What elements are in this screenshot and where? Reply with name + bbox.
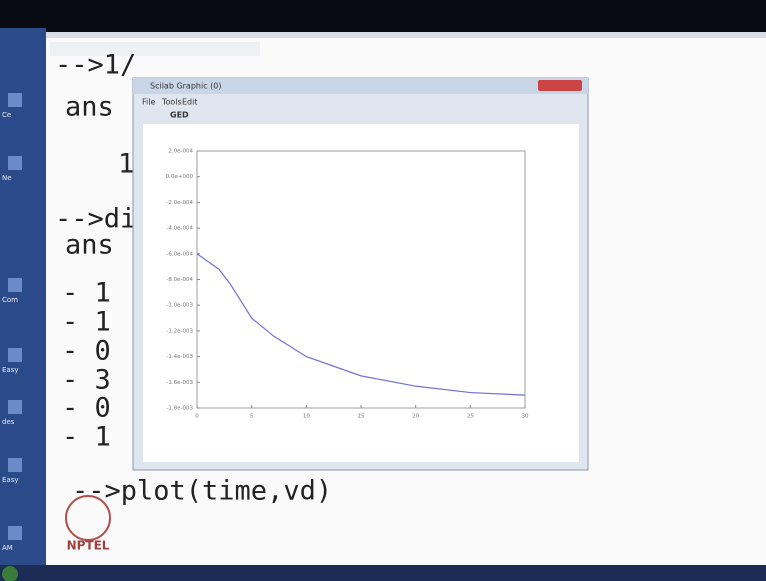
- console-line: 1: [118, 149, 134, 180]
- y-tick-label: -1.2e-003: [166, 328, 193, 334]
- y-tick-label: -4.0e-004: [166, 226, 193, 232]
- y-tick-label: -6.0e-004: [166, 251, 193, 257]
- y-tick-label: -1.8e-003: [166, 406, 193, 412]
- console-line: ans: [65, 230, 114, 261]
- y-tick-label: -1.0e-003: [166, 303, 193, 309]
- icon-image: [8, 156, 22, 170]
- y-tick-label: 0.0e+000: [166, 174, 194, 180]
- console-line: - 3: [62, 365, 111, 396]
- console-line: - 1: [62, 422, 111, 453]
- y-tick-label: -1.6e-003: [166, 380, 193, 386]
- window-title: Scilab Graphic (0): [150, 82, 221, 91]
- icon-image: [8, 348, 22, 362]
- menu-item[interactable]: File: [142, 98, 155, 107]
- console-line: - 0: [62, 393, 111, 424]
- icon-image: [8, 526, 22, 540]
- plot-area: [143, 124, 579, 462]
- console-line: - 0: [62, 336, 111, 367]
- icon-image: [8, 93, 22, 107]
- icon-label: Com: [2, 296, 18, 304]
- x-tick-label: 20: [412, 414, 419, 420]
- logo: NPTEL: [67, 539, 110, 553]
- x-tick-label: 0: [195, 414, 199, 420]
- console-line: - 1: [62, 307, 111, 338]
- icon-image: [8, 458, 22, 472]
- y-tick-label: -2.0e-004: [166, 200, 193, 206]
- y-tick-label: -1.4e-003: [166, 354, 193, 360]
- console-line: -->plot(time,vd): [72, 476, 332, 507]
- console-frame: [46, 32, 766, 38]
- menu-item[interactable]: Tools: [161, 98, 182, 107]
- window-controls[interactable]: [538, 80, 582, 91]
- icon-label: Ne: [2, 174, 12, 182]
- icon-label: Easy: [2, 366, 19, 374]
- menu-item[interactable]: Edit: [182, 98, 198, 107]
- screen: -->1/ans1-->dians- 1- 1- 0- 3- 0- 1-->pl…: [0, 0, 766, 581]
- toolbar-ged[interactable]: GED: [170, 111, 189, 120]
- y-tick-label: 2.0e-004: [168, 149, 193, 155]
- icon-label: Ce: [2, 111, 11, 119]
- icon-label: Easy: [2, 476, 19, 484]
- console-line: ans: [65, 92, 114, 123]
- page: {"console": {"lines": ["-->1/", "ans", "…: [0, 0, 766, 581]
- console-line: - 1: [62, 278, 111, 309]
- icon-image: [8, 278, 22, 292]
- taskbar[interactable]: [0, 565, 766, 581]
- x-tick-label: 10: [303, 414, 310, 420]
- console-line: -->1/: [55, 50, 136, 81]
- x-tick-label: 5: [250, 414, 254, 420]
- icon-label: AM: [2, 544, 13, 552]
- icon-label: des: [2, 418, 15, 426]
- x-tick-label: 30: [522, 414, 529, 420]
- icon-image: [8, 400, 22, 414]
- x-tick-label: 15: [358, 414, 365, 420]
- x-tick-label: 25: [467, 414, 474, 420]
- y-tick-label: -8.0e-004: [166, 277, 193, 283]
